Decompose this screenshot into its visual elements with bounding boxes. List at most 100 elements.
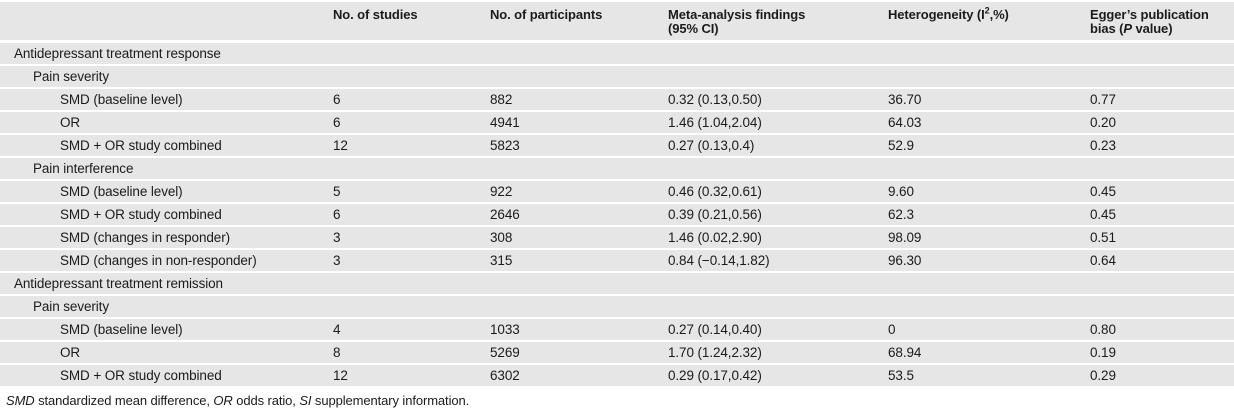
row-label: SMD (baseline level): [60, 92, 183, 107]
cell-participants: 922: [490, 184, 513, 199]
cell-eggers: 0.77: [1090, 92, 1116, 107]
table-body: Antidepressant treatment response Pain se…: [0, 43, 1234, 386]
cell-eggers: 0.80: [1090, 322, 1116, 337]
footnote-abbrev-smd: SMD: [6, 393, 35, 408]
table-row: SMD + OR study combined 12 5823 0.27 (0.13,…: [0, 135, 1234, 156]
table-header-row: No. of studies No. of participants Meta-…: [0, 2, 1234, 40]
cell-heterogeneity: 68.94: [888, 345, 922, 360]
cell-findings: 0.46 (0.32,0.61): [668, 184, 762, 199]
cell-eggers: 0.45: [1090, 184, 1116, 199]
row-label: SMD (changes in responder): [60, 230, 230, 245]
table-footnote: SMD standardized mean difference, OR odd…: [0, 393, 1234, 408]
header-heterogeneity-sup: 2: [984, 5, 990, 16]
cell-heterogeneity: 52.9: [888, 138, 914, 153]
row-label: OR: [60, 115, 81, 130]
cell-heterogeneity: 53.5: [888, 368, 914, 383]
header-eggers-bias: Egger’s publication bias (P value): [1090, 8, 1234, 36]
cell-findings: 0.29 (0.17,0.42): [668, 368, 762, 383]
cell-studies: 12: [333, 368, 348, 383]
header-eggers-line2-pre: bias (: [1090, 21, 1124, 36]
row-label: SMD + OR study combined: [60, 207, 222, 222]
cell-findings: 0.27 (0.13,0.4): [668, 138, 755, 153]
row-label: OR: [60, 345, 81, 360]
cell-heterogeneity: 9.60: [888, 184, 914, 199]
row-label: Pain interference: [33, 161, 134, 176]
cell-eggers: 0.64: [1090, 253, 1116, 268]
table-row: OR 8 5269 1.70 (1.24,2.32) 68.94 0.19: [0, 342, 1234, 363]
cell-findings: 0.39 (0.21,0.56): [668, 207, 762, 222]
row-label: Antidepressant treatment remission: [14, 276, 223, 291]
footnote-text: standardized mean difference,: [34, 393, 214, 408]
cell-eggers: 0.29: [1090, 368, 1116, 383]
header-findings-line2: (95% CI): [668, 21, 719, 36]
subsection-row: Pain severity: [0, 296, 1234, 317]
header-no-of-participants: No. of participants: [490, 7, 603, 22]
row-label: SMD + OR study combined: [60, 138, 222, 153]
cell-studies: 8: [333, 345, 341, 360]
cell-findings: 0.27 (0.14,0.40): [668, 322, 762, 337]
cell-participants: 4941: [490, 115, 520, 130]
table-row: SMD + OR study combined 6 2646 0.39 (0.21,0…: [0, 204, 1234, 225]
row-label: SMD + OR study combined: [60, 368, 222, 383]
cell-eggers: 0.23: [1090, 138, 1116, 153]
footnote-abbrev-si: SI: [299, 393, 312, 408]
cell-studies: 3: [333, 230, 341, 245]
cell-heterogeneity: 0: [888, 322, 896, 337]
cell-studies: 12: [333, 138, 348, 153]
cell-participants: 882: [490, 92, 513, 107]
cell-eggers: 0.45: [1090, 207, 1116, 222]
header-no-of-studies: No. of studies: [333, 7, 418, 22]
section-row: Antidepressant treatment remission: [0, 273, 1234, 294]
footnote-text: odds ratio,: [232, 393, 300, 408]
table-row: SMD + OR study combined 12 6302 0.29 (0.17,…: [0, 365, 1234, 386]
cell-heterogeneity: 98.09: [888, 230, 922, 245]
header-eggers-line1: Egger’s publication: [1090, 7, 1209, 22]
row-label: Pain severity: [33, 69, 109, 84]
table-row: SMD (changes in responder) 3 308 1.46 (0.02…: [0, 227, 1234, 248]
header-heterogeneity: Heterogeneity (I2,%): [888, 5, 1090, 22]
cell-findings: 0.32 (0.13,0.50): [668, 92, 762, 107]
cell-heterogeneity: 96.30: [888, 253, 922, 268]
table-row: SMD (baseline level) 5 922 0.46 (0.32,0.61)…: [0, 181, 1234, 202]
row-label: Antidepressant treatment response: [14, 46, 221, 61]
cell-studies: 3: [333, 253, 341, 268]
cell-studies: 6: [333, 115, 341, 130]
header-findings-line1: Meta-analysis findings: [668, 7, 806, 22]
cell-participants: 315: [490, 253, 513, 268]
cell-studies: 5: [333, 184, 341, 199]
header-meta-analysis-findings: Meta-analysis findings (95% CI): [668, 8, 888, 36]
table-row: SMD (changes in non-responder) 3 315 0.84 (…: [0, 250, 1234, 271]
cell-eggers: 0.51: [1090, 230, 1116, 245]
header-heterogeneity-pre: Heterogeneity (I: [888, 7, 985, 22]
row-label: SMD (baseline level): [60, 184, 183, 199]
subsection-row: Pain interference: [0, 158, 1234, 179]
cell-participants: 6302: [490, 368, 520, 383]
cell-findings: 1.46 (0.02,2.90): [668, 230, 762, 245]
cell-findings: 1.46 (1.04,2.04): [668, 115, 762, 130]
section-row: Antidepressant treatment response: [0, 43, 1234, 64]
row-label: Pain severity: [33, 299, 109, 314]
cell-participants: 5269: [490, 345, 520, 360]
cell-studies: 6: [333, 92, 341, 107]
header-eggers-line2-post: value): [1131, 21, 1173, 36]
cell-participants: 5823: [490, 138, 520, 153]
table-row: OR 6 4941 1.46 (1.04,2.04) 64.03 0.20: [0, 112, 1234, 133]
cell-heterogeneity: 64.03: [888, 115, 922, 130]
cell-findings: 1.70 (1.24,2.32): [668, 345, 762, 360]
cell-eggers: 0.19: [1090, 345, 1116, 360]
subsection-row: Pain severity: [0, 66, 1234, 87]
cell-eggers: 0.20: [1090, 115, 1116, 130]
cell-studies: 6: [333, 207, 341, 222]
cell-heterogeneity: 62.3: [888, 207, 914, 222]
cell-findings: 0.84 (−0.14,1.82): [668, 253, 770, 268]
table-row: SMD (baseline level) 6 882 0.32 (0.13,0.50)…: [0, 89, 1234, 110]
cell-studies: 4: [333, 322, 341, 337]
table-row: SMD (baseline level) 4 1033 0.27 (0.14,0.40…: [0, 319, 1234, 340]
cell-heterogeneity: 36.70: [888, 92, 922, 107]
header-heterogeneity-post: ,%): [989, 7, 1009, 22]
cell-participants: 308: [490, 230, 513, 245]
cell-participants: 1033: [490, 322, 520, 337]
row-label: SMD (baseline level): [60, 322, 183, 337]
row-label: SMD (changes in non-responder): [60, 253, 257, 268]
